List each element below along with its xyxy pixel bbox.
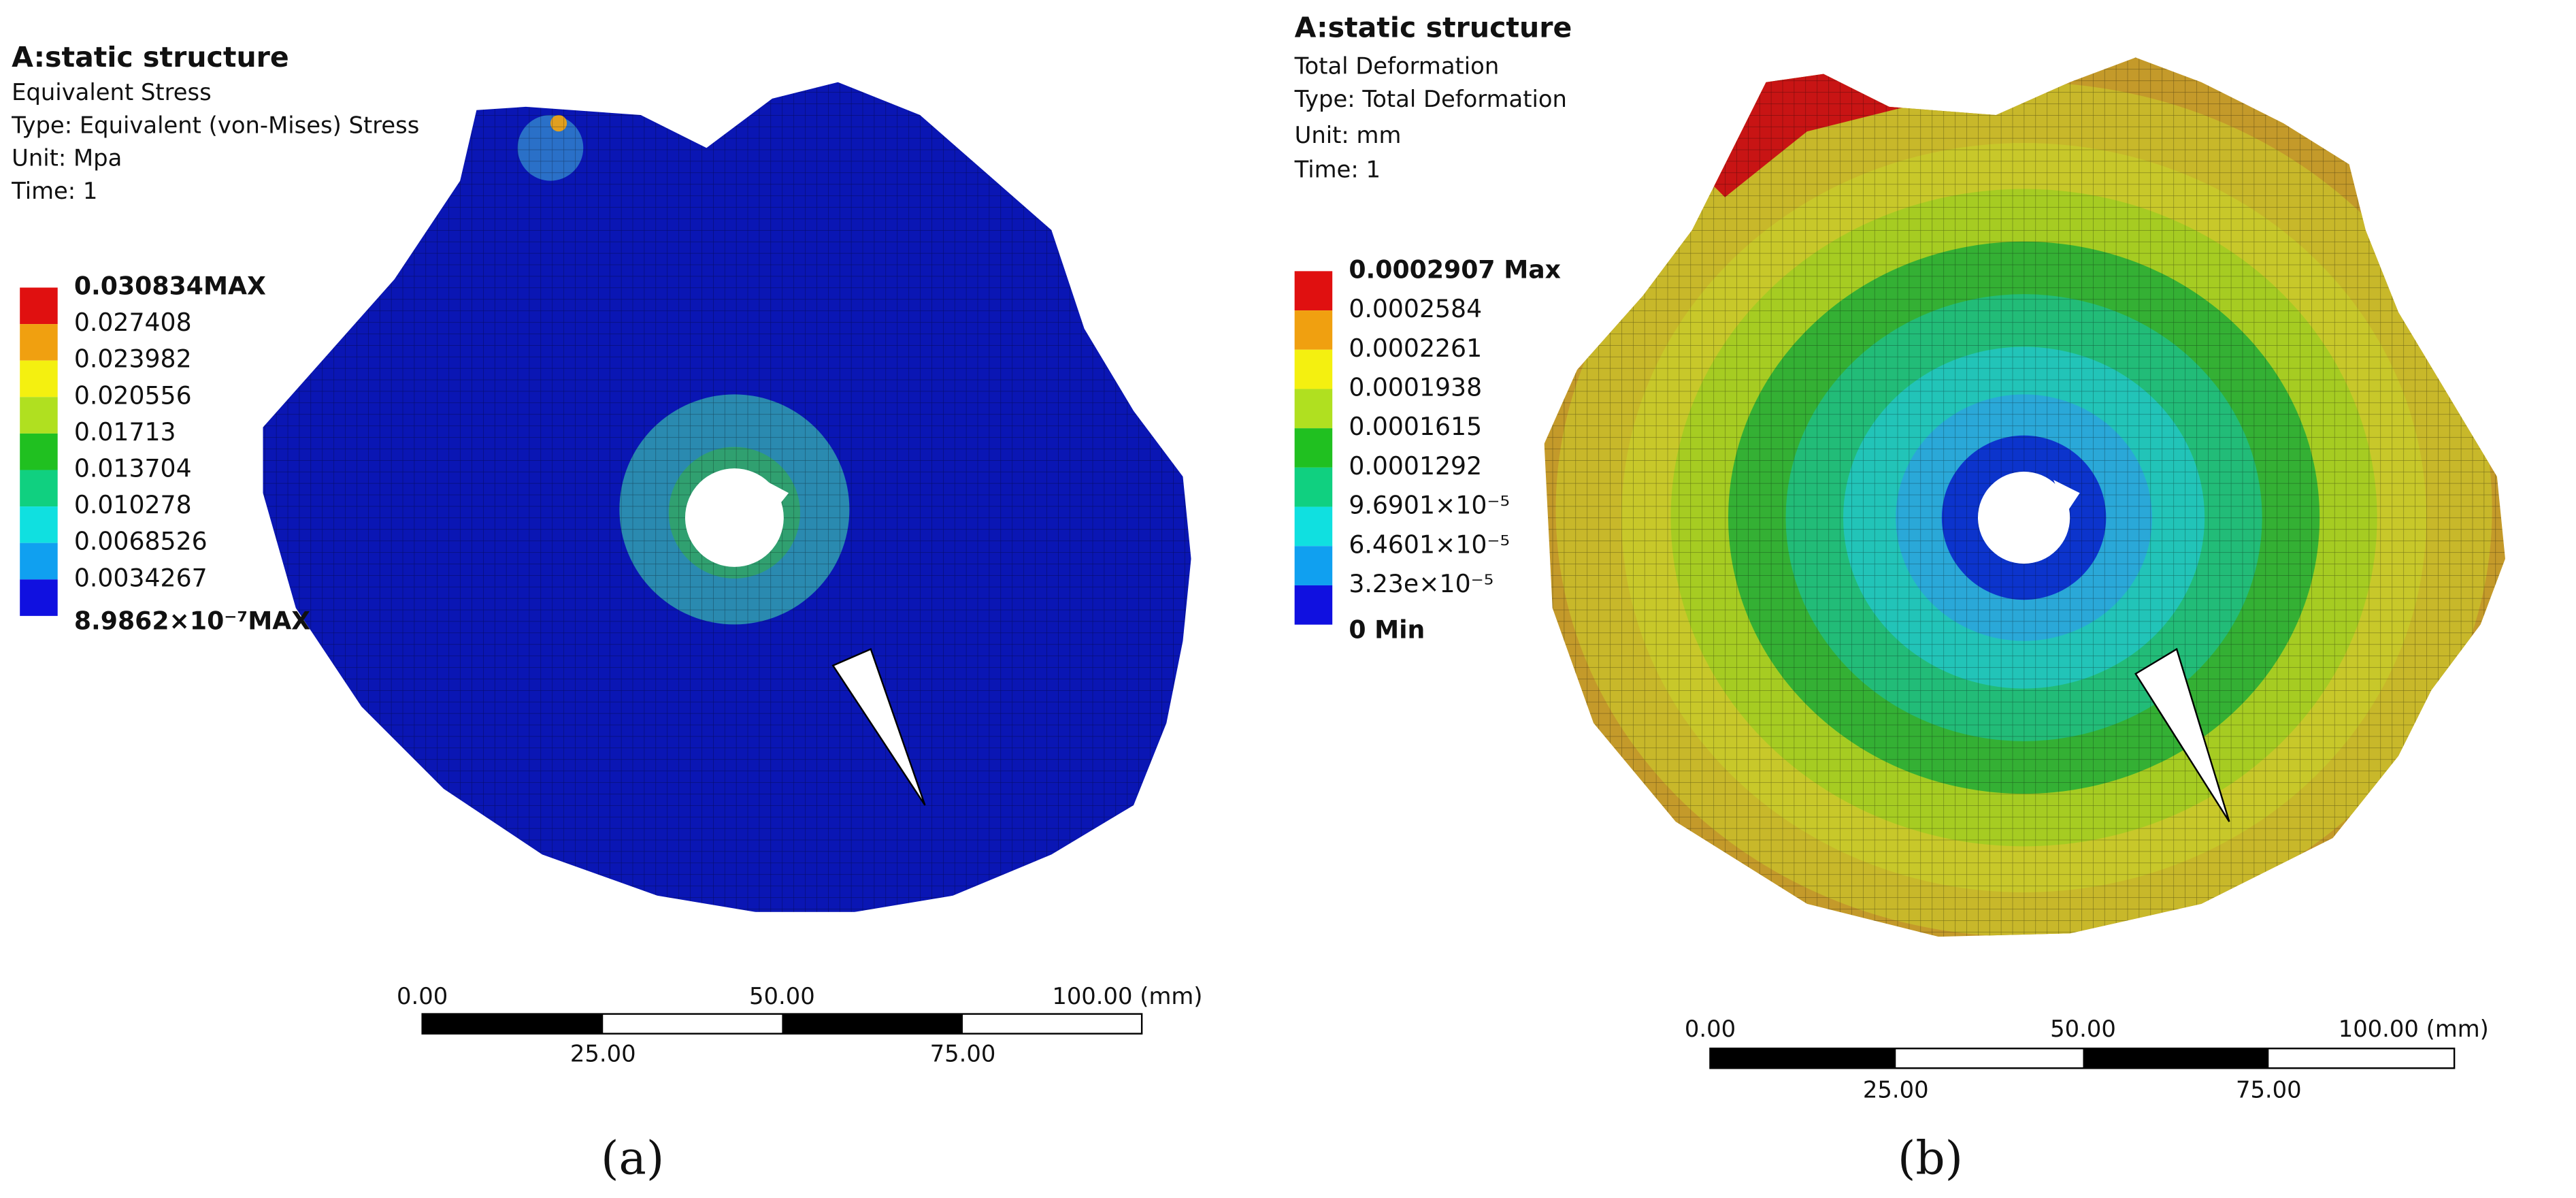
legend-swatch — [1294, 428, 1333, 468]
legend-swatch — [20, 470, 58, 507]
slot — [831, 648, 926, 806]
legend-label: 8.9862×10⁻⁷MAX — [74, 606, 310, 636]
scale-bar — [1709, 1048, 2456, 1069]
result-info: Equivalent Stress — [12, 79, 212, 106]
legend-label: 0.0002907 Max — [1349, 255, 1561, 284]
legend-label: 0.0001615 — [1349, 412, 1482, 441]
legend-label: 0.020556 — [74, 381, 192, 410]
legend-label: 0 Min — [1349, 615, 1425, 644]
legend-label: 3.23e×10⁻⁵ — [1349, 569, 1493, 598]
stress-plate — [263, 82, 1191, 912]
legend-swatch — [20, 543, 58, 580]
slot — [2134, 647, 2230, 822]
panel-caption: (a) — [601, 1131, 664, 1184]
result-info: Time: 1 — [11, 178, 97, 204]
scale-label: 75.00 — [930, 1040, 996, 1067]
legend-swatch — [20, 579, 58, 616]
keyway — [763, 479, 789, 510]
scale-label: 50.00 — [2050, 1016, 2116, 1042]
legend-swatch — [20, 324, 58, 361]
keyway — [2053, 479, 2080, 513]
result-title: A:static structure — [1295, 11, 1572, 44]
result-info: Type: Equivalent (von-Mises) Stress — [11, 112, 419, 138]
deformation-plate — [1544, 57, 2505, 937]
legend-swatch — [20, 287, 58, 325]
legend-label: 0.0034267 — [74, 563, 208, 592]
scale-label: 0.00 — [397, 983, 448, 1009]
legend-swatch — [1294, 310, 1333, 350]
legend-swatch — [1294, 585, 1333, 625]
legend-label: 0.0068526 — [74, 527, 208, 556]
result-info: Unit: mm — [1295, 122, 1402, 148]
legend-label: 0.0002584 — [1349, 294, 1482, 323]
legend-label: 0.01713 — [74, 417, 176, 447]
legend-swatch — [1294, 349, 1333, 389]
result-info: Total Deformation — [1294, 52, 1500, 79]
legend-swatch — [20, 360, 58, 398]
scale-segment — [1710, 1048, 1896, 1069]
scale-segment — [782, 1014, 963, 1034]
hole — [684, 468, 784, 567]
legend-label: 0.023982 — [74, 344, 192, 374]
legend-swatch — [1294, 506, 1333, 547]
result-info: Time: 1 — [1294, 157, 1381, 183]
legend-label: 9.6901×10⁻⁵ — [1349, 491, 1510, 520]
scale-label: 25.00 — [570, 1040, 636, 1067]
legend-label: 0.030834MAX — [74, 271, 266, 300]
scale-label: 100.00 (mm) — [2339, 1016, 2489, 1042]
scale-label: 100.00 (mm) — [1052, 983, 1202, 1009]
legend-label: 0.013704 — [74, 453, 192, 483]
scale-label: 75.00 — [2236, 1077, 2302, 1103]
legend-swatch — [1294, 467, 1333, 507]
legend-label: 0.0002261 — [1349, 334, 1482, 363]
scale-label: 25.00 — [1863, 1077, 1929, 1103]
legend-swatch — [1294, 271, 1333, 311]
panel-caption: (b) — [1898, 1131, 1963, 1184]
result-title: A:static structure — [12, 41, 289, 74]
result-info: Unit: Mpa — [12, 145, 122, 172]
scale-label: 0.00 — [1685, 1016, 1736, 1042]
legend-swatch — [1294, 546, 1333, 585]
scale-segment — [422, 1014, 604, 1034]
scale-bar — [421, 1013, 1143, 1035]
scale-segment — [2083, 1048, 2269, 1069]
legend-swatch — [20, 397, 58, 434]
result-info: Type: Total Deformation — [1294, 86, 1567, 112]
legend-label: 0.0001292 — [1349, 451, 1482, 481]
hole — [1977, 471, 2070, 564]
legend-swatch — [20, 433, 58, 470]
scale-label: 50.00 — [749, 983, 815, 1009]
legend-label: 0.010278 — [74, 490, 192, 519]
legend-swatch — [1294, 389, 1333, 429]
legend-label: 6.4601×10⁻⁵ — [1349, 530, 1510, 559]
legend-swatch — [20, 506, 58, 543]
legend-label: 0.0001938 — [1349, 372, 1482, 402]
legend-label: 0.027408 — [74, 308, 192, 337]
